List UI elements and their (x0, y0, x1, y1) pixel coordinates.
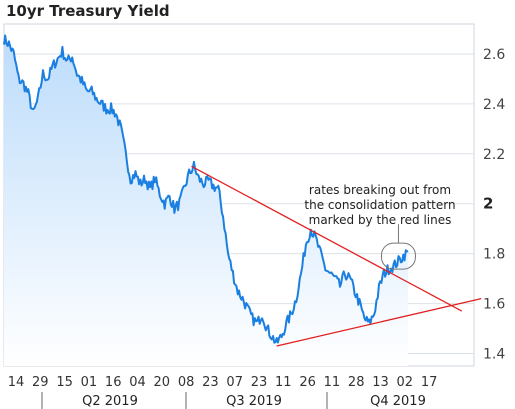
x-tick-label: 26 (299, 375, 316, 390)
x-tick-label: 11 (324, 375, 341, 390)
x-tick-label: 04 (129, 375, 146, 390)
quarter-label: Q3 2019 (226, 394, 282, 409)
quarter-label: Q4 2019 (370, 394, 426, 409)
series-line (3, 34, 409, 344)
area-fill (4, 35, 409, 366)
y-tick-label: 1.4 (483, 347, 505, 363)
trendline (191, 165, 463, 312)
trendline (276, 297, 482, 347)
x-axis: 14 29 15 01 16 04 20 08 23 07 23 11 26 11 28 13 02 17 Q2 2… (8, 375, 438, 409)
annotation-line: marked by the red lines (309, 213, 452, 227)
series-line-group (3, 34, 409, 344)
x-tick-label: 16 (105, 375, 122, 390)
y-tick-label: 2.6 (483, 47, 505, 63)
y-axis: 2.6 2.4 2.2 2 1.8 1.6 1.4 (483, 47, 505, 363)
y-tick-label: 2 (483, 195, 493, 213)
x-tick-label: 11 (275, 375, 292, 390)
area-shape (4, 35, 409, 366)
x-tick-label: 13 (372, 375, 389, 390)
y-tick-label: 2.2 (483, 147, 505, 163)
breakout-callout (380, 224, 416, 270)
y-tick-label: 1.6 (483, 297, 505, 313)
x-tick-label: 15 (56, 375, 73, 390)
y-tick-label: 2.4 (483, 97, 505, 113)
annotation-line: the consolidation pattern (304, 198, 455, 212)
quarter-label: Q2 2019 (82, 394, 138, 409)
x-tick-label: 08 (178, 375, 195, 390)
x-tick-label: 29 (32, 375, 49, 390)
x-tick-label: 28 (348, 375, 365, 390)
x-tick-label: 02 (397, 375, 414, 390)
x-tick-label: 23 (251, 375, 268, 390)
x-tick-label: 23 (202, 375, 219, 390)
annotation-line: rates breaking out from (309, 183, 451, 197)
trendlines (191, 165, 482, 347)
x-tick-label: 07 (226, 375, 243, 390)
chart-title: 10yr Treasury Yield (6, 2, 170, 20)
x-tick-label: 20 (154, 375, 171, 390)
x-tick-label: 14 (8, 375, 25, 390)
x-tick-label: 01 (81, 375, 98, 390)
x-tick-label: 17 (421, 375, 438, 390)
y-tick-label: 1.8 (483, 247, 505, 263)
